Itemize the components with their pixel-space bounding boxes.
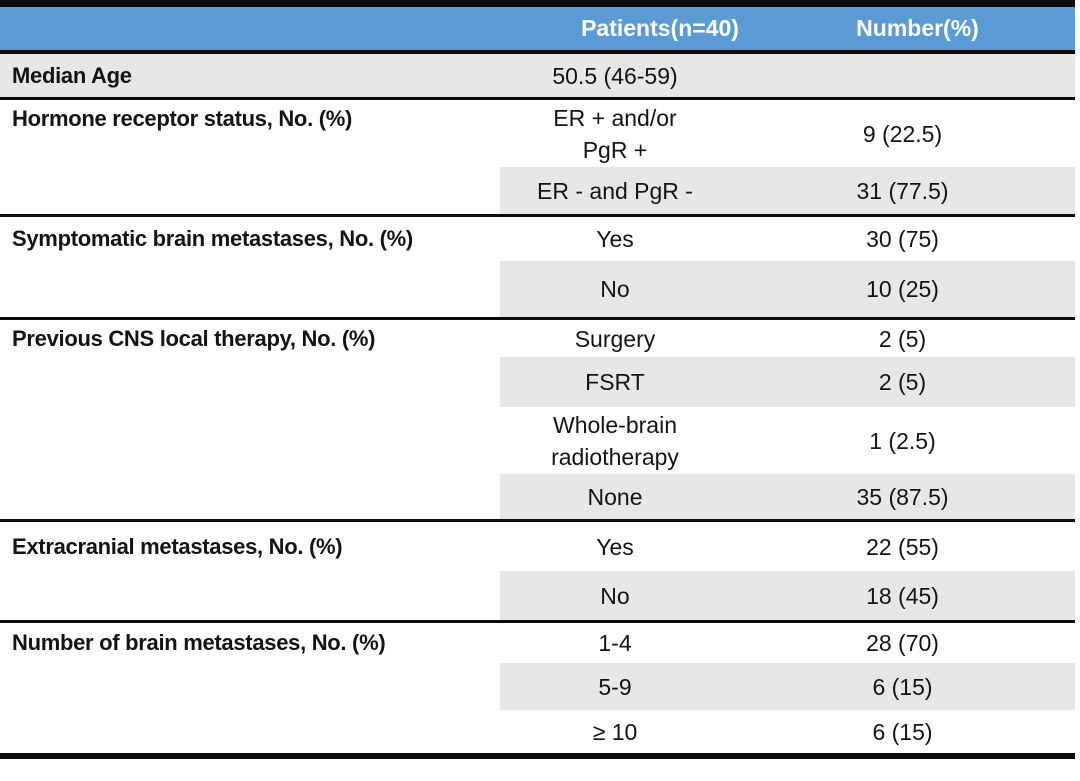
row-label: Hormone receptor status, No. (%)	[0, 100, 500, 167]
row-value: Surgery	[574, 325, 656, 352]
header-divider	[0, 50, 1075, 54]
row-number: 30 (75)	[866, 226, 939, 252]
table-row: Symptomatic brain metastases, No. (%) Ye…	[0, 217, 1075, 261]
row-label-empty	[0, 474, 500, 519]
row-label-empty	[0, 167, 500, 214]
row-label: Median Age	[0, 54, 500, 97]
row-value: 5-9	[500, 663, 730, 710]
row-number: 9 (22.5)	[862, 120, 943, 147]
row-value: No	[500, 261, 730, 317]
table-row: Whole-brain radiotherapy 1 (2.5)	[0, 407, 1075, 474]
row-number: 35 (87.5)	[730, 474, 1075, 519]
section-divider	[0, 317, 1075, 320]
section-divider	[0, 620, 1075, 623]
row-label: Extracranial metastases, No. (%)	[0, 522, 500, 571]
row-value: 50.5 (46-59)	[500, 54, 730, 97]
row-label: Symptomatic brain metastases, No. (%)	[0, 217, 500, 261]
row-value: 1-4	[598, 630, 632, 656]
section-hormone-receptor: Hormone receptor status, No. (%) ER + an…	[0, 100, 1075, 214]
section-divider	[0, 519, 1075, 522]
table-row: FSRT 2 (5)	[0, 357, 1075, 407]
table-row: 5-9 6 (15)	[0, 663, 1075, 710]
row-value: Yes	[596, 226, 634, 252]
row-number: 18 (45)	[730, 571, 1075, 620]
row-number: 6 (15)	[730, 663, 1075, 710]
row-label-empty	[0, 710, 500, 753]
header-empty-cell	[0, 7, 500, 50]
section-number-of-brain-metastases: Number of brain metastases, No. (%) 1-4 …	[0, 623, 1075, 753]
table-row: No 18 (45)	[0, 571, 1075, 620]
section-symptomatic-brain-metastases: Symptomatic brain metastases, No. (%) Ye…	[0, 217, 1075, 317]
table-row: ≥ 10 6 (15)	[0, 710, 1075, 753]
row-label-empty	[0, 663, 500, 710]
section-divider	[0, 97, 1075, 100]
section-previous-cns-therapy: Previous CNS local therapy, No. (%) Surg…	[0, 320, 1075, 519]
header-number: Number(%)	[856, 15, 979, 41]
table-bottom-border	[0, 753, 1075, 759]
header-patients: Patients(n=40)	[581, 15, 739, 41]
row-number: 28 (70)	[866, 630, 939, 656]
table-row: None 35 (87.5)	[0, 474, 1075, 519]
row-number: 1 (2.5)	[869, 427, 936, 454]
row-value: ER + and/or PgR +	[553, 104, 677, 163]
row-value: None	[500, 474, 730, 519]
row-label: Number of brain metastases, No. (%)	[0, 623, 500, 663]
table-row: Number of brain metastases, No. (%) 1-4 …	[0, 623, 1075, 663]
row-number: 10 (25)	[730, 261, 1075, 317]
table-row: Hormone receptor status, No. (%) ER + an…	[0, 100, 1075, 167]
row-value: ER - and PgR -	[500, 167, 730, 214]
table-row: Median Age 50.5 (46-59)	[0, 54, 1075, 97]
table-row: ER - and PgR - 31 (77.5)	[0, 167, 1075, 214]
row-number: 2 (5)	[730, 357, 1075, 407]
row-number: 31 (77.5)	[730, 167, 1075, 214]
row-label-empty	[0, 261, 500, 317]
table-header-row: Patients(n=40) Number(%)	[0, 7, 1075, 50]
row-label-empty	[0, 571, 500, 620]
row-value: Whole-brain radiotherapy	[551, 411, 679, 470]
row-label-empty	[0, 407, 500, 474]
row-number: 2 (5)	[878, 325, 927, 352]
table-top-border	[0, 0, 1075, 7]
row-number	[730, 54, 1075, 97]
row-value: Yes	[596, 533, 634, 560]
row-value: FSRT	[500, 357, 730, 407]
row-label: Previous CNS local therapy, No. (%)	[0, 320, 500, 357]
row-value: ≥ 10	[592, 718, 638, 745]
row-number: 6 (15)	[872, 718, 933, 745]
table-row: Previous CNS local therapy, No. (%) Surg…	[0, 320, 1075, 357]
row-number: 22 (55)	[866, 533, 939, 560]
row-label-empty	[0, 357, 500, 407]
table-row: Extracranial metastases, No. (%) Yes 22 …	[0, 522, 1075, 571]
row-value: No	[500, 571, 730, 620]
patient-characteristics-table: Patients(n=40) Number(%) Median Age 50.5…	[0, 0, 1075, 759]
table-row: No 10 (25)	[0, 261, 1075, 317]
section-divider	[0, 214, 1075, 217]
section-extracranial-metastases: Extracranial metastases, No. (%) Yes 22 …	[0, 522, 1075, 620]
section-median-age: Median Age 50.5 (46-59)	[0, 54, 1075, 97]
